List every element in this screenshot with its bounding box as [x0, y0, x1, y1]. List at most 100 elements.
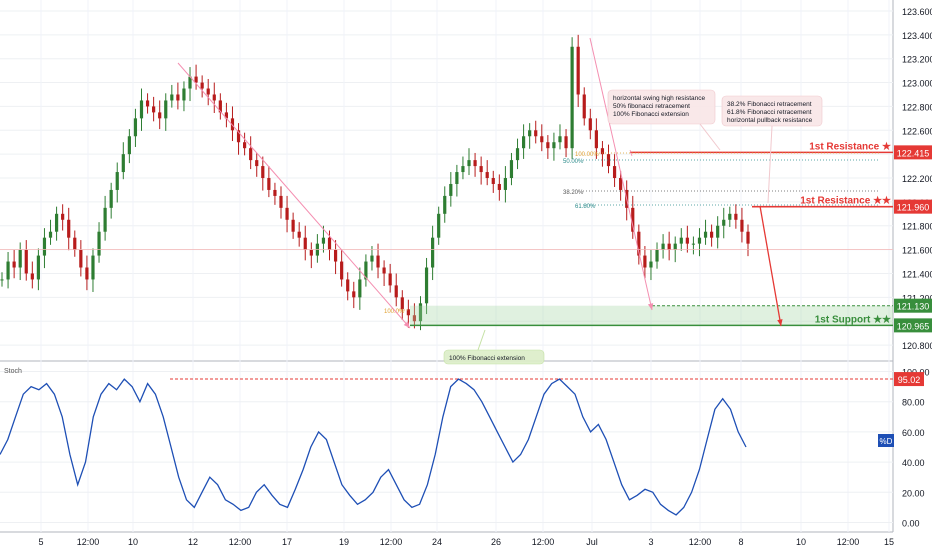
candle-body: [600, 148, 605, 155]
candle-body: [279, 195, 283, 208]
candle-body: [412, 315, 417, 322]
candle-body: [697, 237, 702, 244]
y-tick-label: 122.800: [902, 102, 932, 112]
x-tick-label: 10: [128, 537, 138, 547]
candle-body: [382, 267, 386, 274]
x-tick-label: 26: [491, 537, 501, 547]
candle-body: [552, 142, 556, 149]
candle-body: [521, 136, 526, 149]
fib-arrow-down-head: [403, 321, 410, 328]
annotation-text: 100% Fibonacci extension: [613, 111, 689, 118]
candle-body: [346, 279, 350, 292]
candle-body: [631, 207, 635, 232]
candle-body: [18, 249, 22, 268]
candle-body: [42, 237, 47, 256]
candle-body: [649, 261, 653, 268]
candle-body: [212, 94, 216, 101]
stoch-badge-label: %D: [880, 437, 893, 446]
x-tick-label: 12:00: [229, 537, 252, 547]
annotation-text: 50% fibonacci retracement: [613, 103, 690, 110]
candle-body: [540, 136, 544, 143]
stoch-y-tick-label: 60.00: [902, 428, 925, 438]
candle-body: [424, 267, 429, 304]
candle-body: [594, 130, 598, 149]
candle-body: [182, 88, 186, 101]
level-price-label: 121.960: [897, 203, 930, 213]
candle-body: [303, 237, 307, 250]
candle-body: [637, 231, 641, 256]
level-price-label: 122.415: [897, 148, 930, 158]
candle-body: [91, 255, 95, 280]
candle-body: [691, 243, 696, 245]
fib-segment: [629, 149, 633, 157]
candle-body: [546, 142, 550, 149]
candle-body: [746, 231, 750, 244]
y-tick-label: 123.200: [902, 55, 932, 65]
candle-body: [612, 166, 617, 179]
x-tick-label: 5: [38, 537, 43, 547]
candle-body: [127, 136, 131, 155]
candle-body: [406, 309, 410, 316]
stoch-line: [0, 378, 747, 516]
candle-body: [467, 160, 471, 167]
fib-arrow-down-2: [589, 37, 653, 311]
candle-body: [115, 172, 119, 190]
candle-body: [503, 178, 507, 190]
level-price-badge: [894, 298, 932, 313]
stoch-badge: [878, 434, 894, 447]
candle-body: [152, 106, 156, 113]
candle-body: [200, 82, 204, 89]
candle-body: [133, 118, 138, 137]
candle-body: [170, 94, 174, 101]
y-tick-label: 122.200: [902, 174, 932, 184]
x-tick-label: 12:00: [380, 537, 403, 547]
candle-body: [97, 231, 101, 256]
callout-pointer: [699, 123, 721, 151]
x-tick-label: 3: [648, 537, 653, 547]
candle-body: [667, 243, 671, 250]
candle-body: [710, 231, 714, 238]
candle-body: [679, 237, 683, 244]
candle-body: [340, 261, 344, 280]
candle-body: [206, 88, 210, 95]
candle-body: [321, 237, 326, 244]
candle-body: [534, 130, 538, 137]
candle-body: [85, 267, 89, 280]
candle-body: [358, 279, 362, 298]
candle-body: [145, 100, 150, 107]
candle-body: [388, 273, 392, 286]
candle-body: [6, 261, 10, 280]
candle-body: [376, 255, 380, 268]
candle-body: [461, 166, 465, 173]
fib-label: 61.80%: [575, 204, 596, 210]
candle-body: [576, 46, 580, 95]
vertical-gridlines: [40, 0, 890, 532]
candle-body: [188, 76, 192, 89]
candle-body: [437, 213, 441, 238]
callout-pointer: [477, 329, 486, 351]
candle-body: [309, 249, 313, 256]
candle-body: [473, 160, 477, 167]
candle-body: [36, 255, 40, 280]
candle-body: [236, 130, 241, 143]
y-tick-label: 121.200: [902, 293, 932, 303]
candle-body: [606, 154, 611, 167]
level-name: 1st Resistance ★★: [800, 196, 891, 207]
stoch-y-tick-label: 80.00: [902, 398, 925, 408]
candle-body: [79, 249, 83, 268]
candle-body: [255, 160, 259, 167]
annotation-box: [607, 89, 716, 125]
candle-body: [61, 213, 65, 220]
candle-body: [394, 285, 398, 298]
x-tick-label: 12:00: [689, 537, 712, 547]
annotation-text: horizontal swing high resistance: [613, 95, 706, 102]
y-tick-label: 121.400: [902, 269, 932, 279]
fib-label: 100.0%: [384, 309, 405, 315]
candle-body: [267, 178, 271, 190]
level-name: 1st Support ★★: [815, 314, 891, 325]
x-tick-label: 8: [738, 537, 743, 547]
support-zone: [410, 305, 893, 326]
candle-body: [139, 100, 144, 119]
projection-arrow: [759, 205, 782, 327]
stoch-y-tick-label: 20.00: [902, 488, 925, 498]
